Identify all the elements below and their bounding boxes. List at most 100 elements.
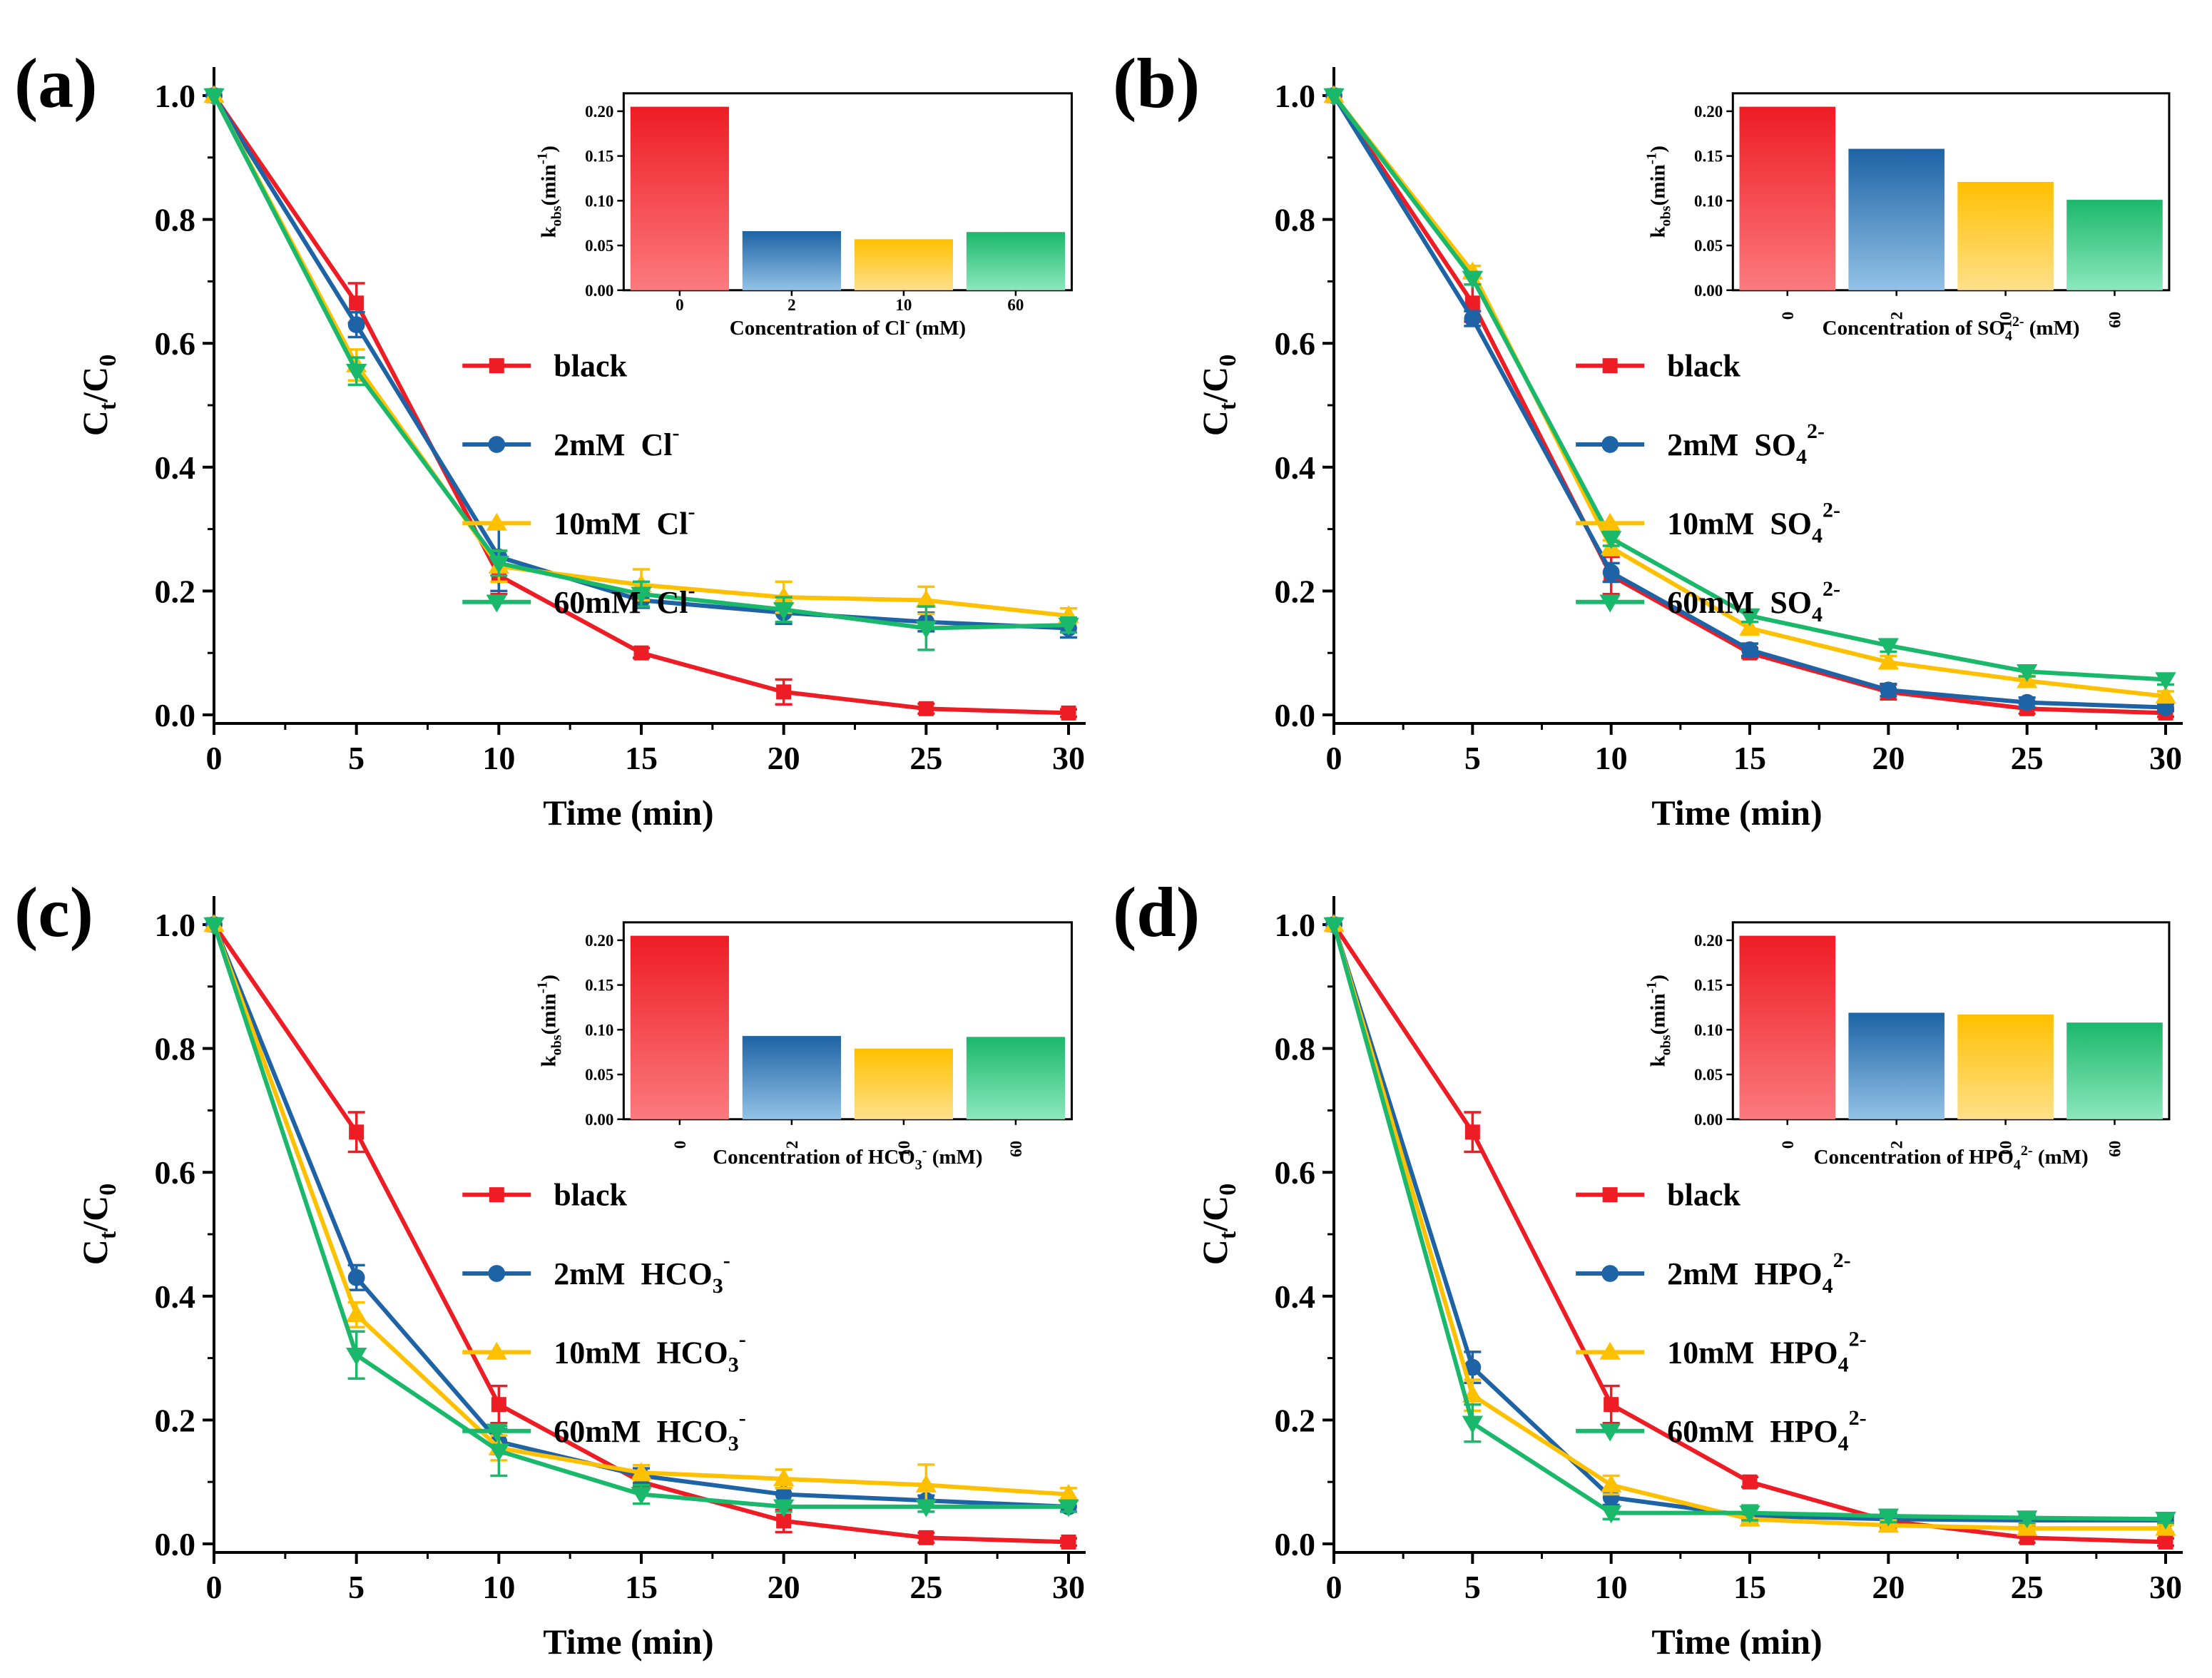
- x-tick-label: 10: [482, 740, 515, 776]
- inset-y-tick-label: 0.20: [585, 103, 613, 121]
- data-point: [776, 1513, 792, 1529]
- inset-x-tick-label: 60: [1007, 1141, 1025, 1157]
- y-tick-label: 0.0: [155, 697, 196, 733]
- inset-x-tick-label: 10: [1997, 312, 2015, 328]
- inset-y-tick-label: 0.05: [1694, 1066, 1723, 1084]
- legend-item: 2mM SO42-: [1576, 420, 1825, 469]
- data-point: [2155, 672, 2176, 691]
- data-point: [2158, 1534, 2173, 1550]
- data-point: [345, 1347, 367, 1366]
- legend-label: 10mM Cl-: [554, 499, 695, 541]
- inset-y-tick-label: 0.15: [585, 148, 613, 166]
- x-axis-title: Time (min): [543, 793, 713, 833]
- legend-marker: [1601, 1265, 1619, 1282]
- legend-label: 60mM SO42-: [1667, 577, 1840, 626]
- data-point: [1880, 681, 1897, 699]
- inset-y-title: kobs(min-1): [1643, 975, 1673, 1067]
- y-axis-title: Ct/C0: [75, 355, 121, 436]
- data-point: [631, 1462, 652, 1480]
- data-point: [488, 556, 510, 574]
- legend-item: 60mM HCO3-: [462, 1406, 746, 1455]
- y-tick-label: 0.4: [1275, 449, 1316, 486]
- inset-chart: 0.00 0.05 0.10 0.15 0.20 0 2 10 60 Concentration …: [1643, 92, 2171, 344]
- inset-x-tick-label: 0: [1779, 312, 1797, 320]
- x-tick-label: 20: [1872, 740, 1905, 776]
- y-tick-label: 0.8: [155, 202, 196, 238]
- inset-bar: [1848, 1012, 1945, 1119]
- inset-x-tick-label: 2: [788, 296, 796, 314]
- legend-marker: [486, 1341, 507, 1360]
- data-point: [345, 1304, 367, 1323]
- x-tick-label: 20: [768, 1569, 800, 1605]
- data-point: [1061, 1534, 1076, 1550]
- data-point: [1058, 1483, 1079, 1502]
- legend-item: 60mM Cl-: [462, 579, 695, 620]
- legend-item: 60mM HPO42-: [1576, 1406, 1867, 1455]
- x-tick-label: 25: [2011, 740, 2044, 776]
- legend-label: 60mM HPO42-: [1667, 1406, 1867, 1455]
- legend-item: 10mM Cl-: [462, 499, 695, 541]
- data-point: [1741, 641, 1758, 659]
- inset-bar: [742, 231, 841, 290]
- inset-y-tick-label: 0.00: [1694, 1111, 1723, 1129]
- data-point: [776, 684, 792, 700]
- y-tick-label: 0.4: [1275, 1278, 1316, 1315]
- y-tick-label: 0.6: [155, 1154, 196, 1191]
- y-tick-label: 0.0: [1275, 697, 1316, 733]
- inset-y-tick-label: 0.00: [585, 282, 613, 300]
- x-tick-label: 0: [206, 1569, 223, 1605]
- inset-y-title: kobs(min-1): [534, 146, 564, 238]
- x-tick-label: 15: [625, 740, 658, 776]
- legend-label: 2mM SO42-: [1667, 420, 1825, 469]
- data-point: [1464, 295, 1480, 311]
- y-axis-title: Ct/C0: [75, 1184, 121, 1265]
- inset-bar: [2066, 200, 2163, 290]
- y-tick-label: 1.0: [1275, 78, 1316, 114]
- inset-bar: [1739, 935, 1836, 1119]
- data-point: [773, 1468, 795, 1487]
- inset-x-tick-label: 2: [1888, 1141, 1906, 1149]
- data-point: [2016, 1510, 2038, 1529]
- inset-y-tick-label: 0.05: [1694, 237, 1723, 255]
- x-tick-label: 15: [1733, 1569, 1766, 1605]
- legend-marker: [1599, 1341, 1621, 1360]
- x-axis-title: Time (min): [1651, 1622, 1822, 1662]
- inset-y-tick-label: 0.20: [1694, 932, 1723, 950]
- y-tick-label: 0.2: [155, 573, 196, 609]
- data-point: [1464, 1358, 1482, 1376]
- inset-y-tick-label: 0.10: [585, 192, 613, 210]
- legend-item: 2mM Cl-: [462, 421, 679, 462]
- inset-chart: 0.00 0.05 0.10 0.15 0.20 0 2 10 60 Concentration …: [1643, 921, 2171, 1173]
- x-tick-label: 25: [909, 740, 942, 776]
- y-tick-label: 0.2: [1275, 1402, 1316, 1438]
- inset-bar: [1957, 1015, 2054, 1119]
- data-point: [1464, 1124, 1480, 1140]
- inset-y-tick-label: 0.15: [1694, 977, 1723, 995]
- data-point: [631, 1487, 652, 1505]
- inset-bar: [742, 1036, 841, 1119]
- x-tick-label: 5: [1464, 1569, 1481, 1605]
- series-4: [1323, 88, 2176, 691]
- x-tick-label: 0: [206, 740, 223, 776]
- data-point: [1058, 1499, 1079, 1517]
- series-4: [1323, 917, 2176, 1530]
- x-tick-label: 30: [1052, 1569, 1085, 1605]
- y-tick-label: 1.0: [1275, 907, 1316, 943]
- legend-marker: [486, 1423, 507, 1442]
- data-point: [775, 1485, 792, 1503]
- x-axis-title: Time (min): [1651, 793, 1822, 833]
- inset-x-title: Concentration of HPO42- (mM): [1814, 1143, 2089, 1173]
- y-tick-label: 1.0: [155, 907, 196, 943]
- inset-x-tick-label: 2: [1888, 312, 1906, 320]
- legend-marker: [1599, 512, 1621, 531]
- x-tick-label: 20: [768, 740, 800, 776]
- x-axis-title: Time (min): [543, 1622, 713, 1662]
- legend-item: 2mM HCO3-: [462, 1249, 730, 1298]
- data-point: [773, 602, 795, 621]
- inset-x-tick-label: 2: [783, 1141, 801, 1149]
- legend: black 2mM HCO3- 10mM HCO3- 60mM HCO3-: [462, 1178, 746, 1455]
- data-point: [1323, 88, 1345, 106]
- y-tick-label: 0.2: [1275, 573, 1316, 609]
- y-tick-label: 0.0: [1275, 1526, 1316, 1562]
- inset-x-tick-label: 60: [2106, 312, 2124, 328]
